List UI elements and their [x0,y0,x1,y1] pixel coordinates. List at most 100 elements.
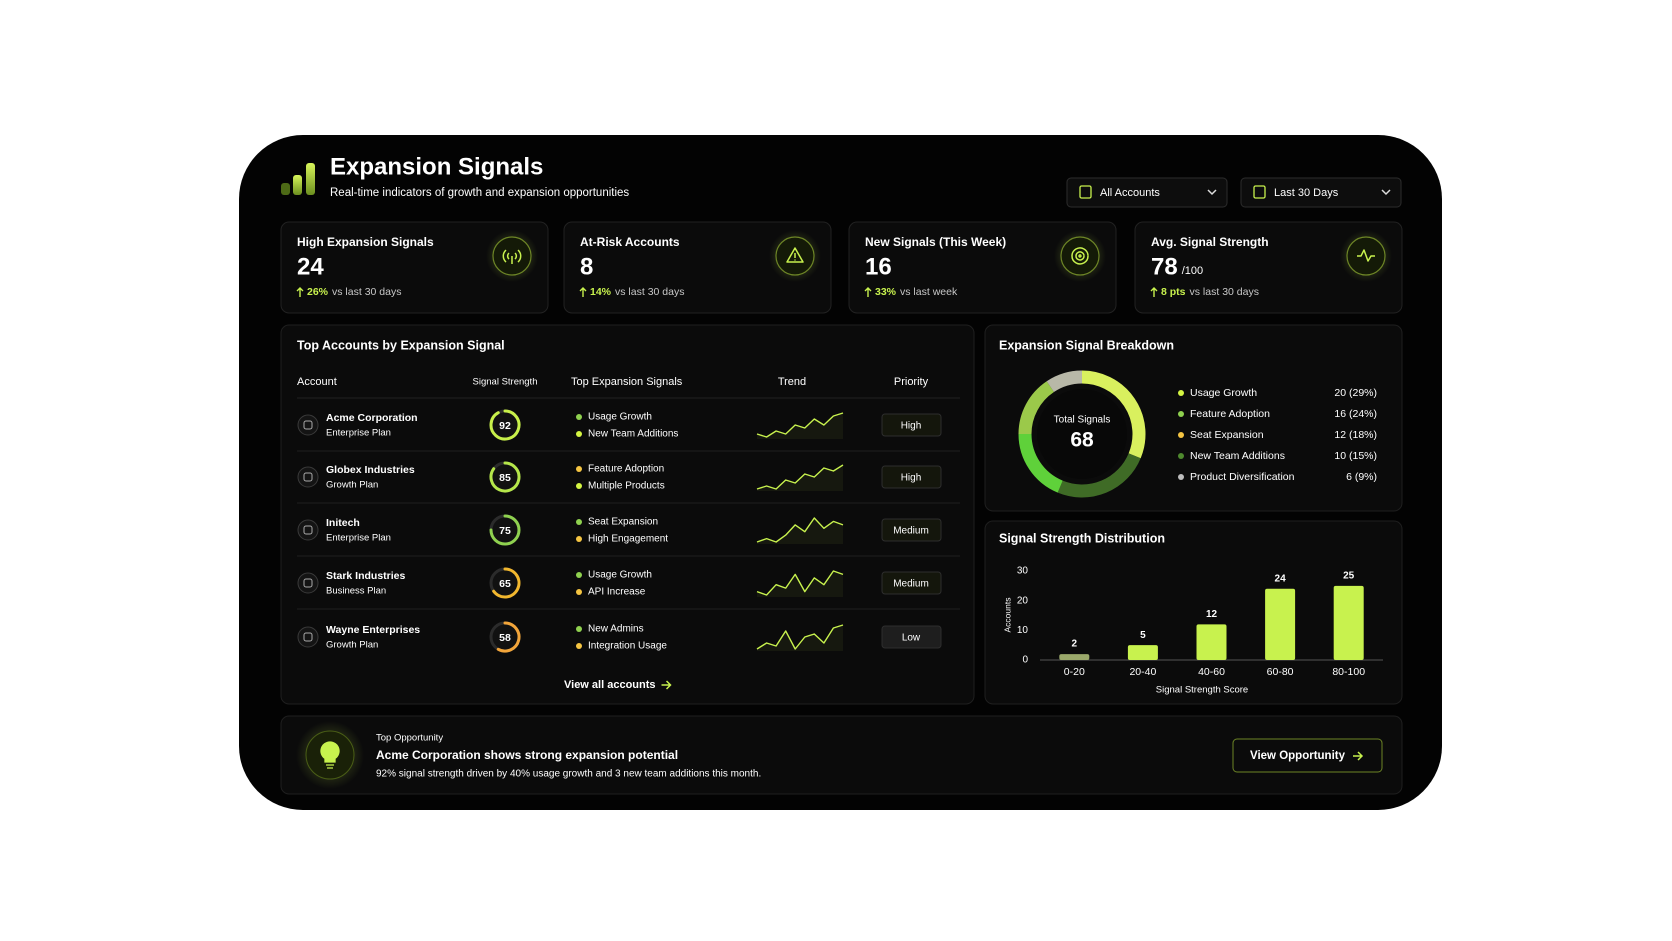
signal-dot [576,483,582,489]
strength-value: 65 [499,578,511,590]
logo [281,163,315,195]
signal-dot [576,626,582,632]
y-tick-label: 30 [1017,566,1029,577]
signal-name: Multiple Products [588,481,665,492]
panel-title: Expansion Signal Breakdown [999,338,1174,352]
column-header: Account [297,376,337,388]
dropdown-label: Last 30 Days [1274,187,1339,199]
donut-segment [1018,381,1055,435]
signal-name: New Admins [588,624,644,635]
dropdown-label: All Accounts [1100,187,1160,199]
y-axis-title: Accounts [1002,598,1012,633]
priority-label: Medium [893,579,929,590]
kpi-card [563,221,832,314]
legend-label: Feature Adoption [1190,408,1270,420]
dropdown-box[interactable] [1240,177,1402,208]
priority-badge [881,413,942,437]
strength-ring [489,461,521,493]
account-avatar-icon [303,632,313,642]
strength-value: 85 [499,472,511,484]
strength-value: 75 [499,525,511,537]
account-name: Initech [326,517,360,529]
legend-dot [1178,390,1184,396]
account-avatar [297,626,319,648]
column-header: Trend [778,376,806,388]
donut-center [1037,389,1127,479]
delta-value: 26% [307,286,329,298]
priority-badge [881,465,942,489]
y-tick-label: 20 [1017,595,1029,606]
delta-text: vs last 30 days [332,286,401,298]
signal-dot [576,431,582,437]
panel-title: Signal Strength Distribution [999,531,1165,545]
legend-value: 6 (9%) [1346,471,1377,483]
signal-dot [576,466,582,472]
signal-dot [576,414,582,420]
delta-value: 14% [590,286,612,298]
kpi-value: 78 [1151,253,1178,280]
dropdown-icon [1253,185,1266,199]
account-avatar [297,414,319,436]
delta-text: vs last 30 days [1190,286,1259,298]
opportunity-eyebrow: Top Opportunity [376,733,443,744]
opportunity-headline: Acme Corporation shows strong expansion … [376,748,678,762]
filter-dropdown[interactable]: All Accounts [1066,177,1228,208]
legend-dot [1178,432,1184,438]
trend-line [756,517,844,543]
button-box[interactable] [1232,738,1383,773]
trend-line [756,464,844,490]
delta-value: 33% [875,286,897,298]
account-avatar-icon [303,472,313,482]
legend-value: 20 (29%) [1334,387,1377,399]
bar-value-label: 25 [1343,570,1355,581]
y-tick-label: 10 [1017,625,1029,636]
signal-dot [576,572,582,578]
legend-value: 10 (15%) [1334,450,1377,462]
kpi-label: Avg. Signal Strength [1151,235,1269,249]
signal-dot [576,536,582,542]
kpi-card [1134,221,1403,314]
chevron-icon [1381,189,1391,196]
account-name: Globex Industries [326,464,415,476]
kpi-delta: 14% vs last 30 days [590,286,684,298]
kpi-icon [1071,247,1089,265]
strength-value: 58 [499,632,511,644]
kpi-delta: 8 pts vs last 30 days [1161,286,1259,298]
bar-value-label: 2 [1072,639,1078,650]
kpi-suffix: /100 [1182,265,1203,277]
account-plan: Business Plan [326,586,386,597]
column-header: Top Expansion Signals [571,376,683,388]
legend-value: 12 (18%) [1334,429,1377,441]
filter-dropdown[interactable]: Last 30 Days [1240,177,1402,208]
column-header: Signal Strength [473,377,538,388]
legend-dot [1178,474,1184,480]
trend-area [757,518,843,544]
strength-ring [492,567,521,599]
trend-area [757,465,843,491]
view-all-link[interactable]: View all accounts [564,679,656,691]
chevron-icon [1207,189,1217,196]
dropdown-box[interactable] [1066,177,1228,208]
priority-badge [881,625,942,649]
account-avatar [297,466,319,488]
view-opportunity-button[interactable]: View Opportunity [1232,738,1383,773]
kpi-icon [1357,249,1375,262]
dropdown-icon [1079,185,1092,199]
legend-value: 16 (24%) [1334,408,1377,420]
arrow-icon [661,680,672,690]
x-axis-title: Signal Strength Score [1156,685,1248,696]
kpi-delta: 26% vs last 30 days [307,286,401,298]
bar [1127,645,1158,660]
legend-label: New Team Additions [1190,450,1285,462]
legend-label: Seat Expansion [1190,429,1264,441]
kpi-value: 8 [580,253,593,280]
delta-arrow [1150,287,1158,297]
account-avatar-icon [303,420,313,430]
account-name: Wayne Enterprises [326,624,420,636]
column-header: Priority [894,376,929,388]
account-plan: Enterprise Plan [326,533,391,544]
legend-dot [1178,453,1184,459]
delta-value: 8 pts [1161,286,1186,298]
priority-label: Medium [893,526,929,537]
signal-dot [576,643,582,649]
